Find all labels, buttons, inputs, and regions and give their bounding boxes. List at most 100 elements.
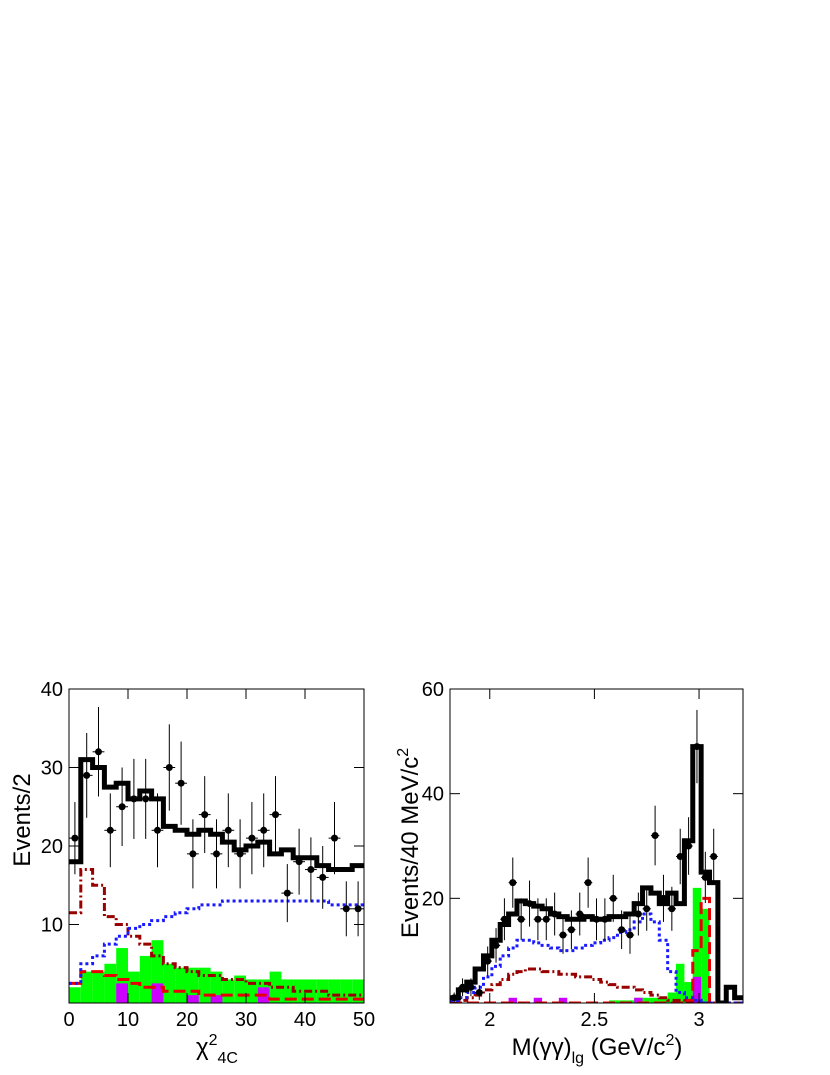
- data-point: [651, 832, 659, 840]
- hist-bar: [187, 995, 199, 1003]
- hist-bar: [508, 997, 517, 1003]
- step-outline: [69, 899, 364, 985]
- hist-bar: [692, 887, 702, 1003]
- data-point: [248, 834, 256, 842]
- hist-bar: [340, 979, 353, 1003]
- x-tick-label: 20: [176, 1009, 198, 1031]
- data-point: [177, 779, 185, 787]
- data-point: [584, 879, 592, 887]
- data-point: [272, 811, 279, 819]
- data-point: [559, 931, 567, 939]
- axis-label: Events/40 MeV/c2: [395, 748, 424, 938]
- hist-bar: [187, 967, 199, 1003]
- data-point: [354, 905, 362, 913]
- y-tick-label: 20: [422, 888, 444, 910]
- data-point: [668, 905, 676, 913]
- data-point: [601, 915, 609, 923]
- data-point: [534, 915, 542, 923]
- data-point: [484, 957, 492, 965]
- data-point: [331, 834, 338, 842]
- data-point: [295, 858, 303, 866]
- y-tick-label: 40: [41, 679, 63, 701]
- hist-bar: [558, 997, 568, 1003]
- data-point: [283, 889, 291, 897]
- hist-bar: [151, 983, 164, 1003]
- data-point: [467, 983, 475, 991]
- x-tick-label: 3: [693, 1009, 704, 1031]
- x-tick-label: 2.5: [581, 1009, 609, 1031]
- data-point: [475, 989, 483, 997]
- frame: [449, 688, 744, 1004]
- hist-bar: [234, 975, 246, 1003]
- hist-bar: [128, 971, 140, 1003]
- data-point: [609, 894, 617, 902]
- step-outline: [69, 757, 364, 873]
- data-point: [626, 931, 634, 939]
- data-point: [118, 803, 126, 811]
- axis-label: χ24C: [196, 1032, 238, 1067]
- hist-bar: [650, 997, 660, 1003]
- x-tick-label: 30: [235, 1009, 257, 1031]
- y-tick-label: 60: [422, 679, 444, 701]
- x-tick-label: 50: [353, 1009, 375, 1031]
- y-tick-label: 20: [41, 836, 63, 858]
- hist-bar: [210, 971, 223, 1003]
- data-point: [165, 764, 173, 771]
- x-tick-label: 0: [63, 1009, 74, 1031]
- hist-bar: [246, 979, 258, 1003]
- data-point: [213, 850, 220, 858]
- plot-area: [69, 707, 364, 1003]
- data-point: [319, 873, 327, 881]
- data-point: [685, 842, 693, 850]
- data-point: [83, 771, 91, 779]
- axis-label: M(γγ)lg (GeV/c2): [512, 1032, 683, 1067]
- data-point: [509, 879, 517, 887]
- hist-bar: [69, 987, 81, 1003]
- data-point: [201, 811, 209, 819]
- hist-bar: [659, 997, 668, 1003]
- hist-bar: [80, 971, 93, 1003]
- data-point: [236, 850, 244, 858]
- data-point: [618, 926, 626, 934]
- data-point: [551, 910, 559, 918]
- step-outline: [450, 912, 743, 1003]
- hist-bar: [198, 967, 211, 1003]
- hist-bar: [175, 967, 187, 1003]
- hist-bar: [352, 979, 364, 1003]
- data-point: [542, 915, 550, 923]
- axis-label: Events/2: [9, 773, 36, 866]
- data-point: [342, 905, 350, 913]
- step-outline: [450, 896, 743, 1003]
- hist-bar: [269, 971, 282, 1003]
- label-part: χ: [196, 1034, 209, 1061]
- label-part: Events/40 MeV/c: [397, 757, 424, 938]
- step-outline: [450, 967, 743, 1003]
- step-outline: [69, 868, 364, 997]
- data-point: [71, 834, 79, 842]
- y-tick-label: 40: [422, 784, 444, 806]
- data-point: [643, 905, 651, 913]
- panel: 0 10 20 30 40 50 10 20 30 40 χ24C Events/2: [9, 679, 375, 1067]
- label-part: Events/2: [9, 773, 36, 866]
- data-point: [593, 915, 600, 923]
- label-part: 2: [665, 1032, 674, 1049]
- data-point: [459, 983, 467, 991]
- hist-bar: [139, 955, 152, 1003]
- data-point: [576, 910, 584, 918]
- data-point: [492, 941, 500, 949]
- data-point: [189, 850, 197, 858]
- label-part: lg: [572, 1050, 584, 1067]
- label-part: M(γγ): [512, 1034, 572, 1061]
- hist-bar: [642, 997, 651, 1003]
- hist-bar: [684, 982, 693, 1003]
- data-point: [142, 795, 150, 803]
- x-tick-label: 2: [484, 1009, 495, 1031]
- data-point: [634, 910, 642, 918]
- hist-bar: [116, 983, 128, 1003]
- step-outline: [69, 970, 364, 1001]
- data-point: [106, 826, 114, 834]
- y-tick-label: 30: [41, 758, 63, 780]
- hist-bar: [210, 995, 223, 1003]
- hist-bar: [222, 979, 235, 1003]
